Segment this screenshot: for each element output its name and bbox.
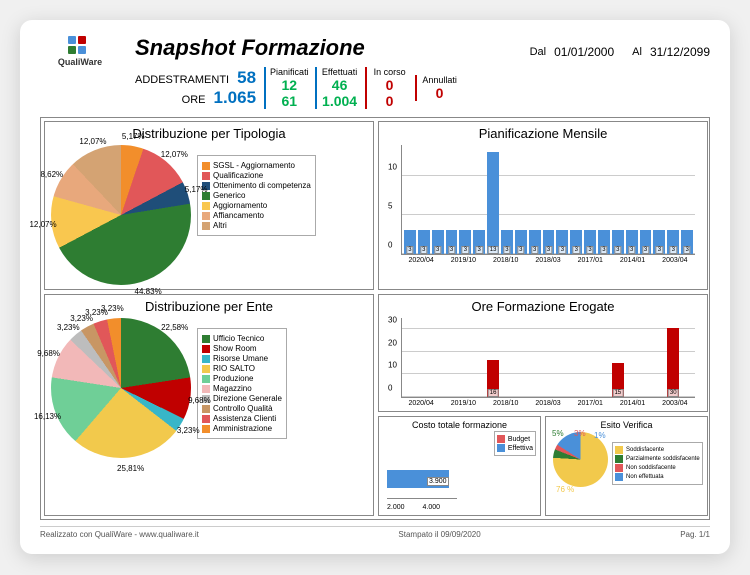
chart-mensile: 05103333331333333333333333 [401,145,695,255]
panel-mensile: Pianificazione Mensile 05103333331333333… [378,121,708,290]
stat-pianificati: Pianificati 12 61 [264,67,315,109]
charts-grid: Distribuzione per Tipologia 5,17%12,07%5… [40,117,710,520]
logo: QualiWare [40,35,120,67]
panel-tipologia: Distribuzione per Tipologia 5,17%12,07%5… [44,121,374,290]
panel-ente: Distribuzione per Ente 22,58%9,68%3,23%2… [44,294,374,516]
stat-annullati: Annullati 0 [415,75,465,101]
pie-tipologia: 5,17%12,07%5,17%44,83%12,07%8,62%12,07% [51,145,191,285]
stat-effettuati: Effettuati 46 1.004 [315,67,365,109]
panel-ore: Ore Formazione Erogate 0102030161530 202… [378,294,708,412]
date-range: Dal 01/01/2000 Al 31/12/2099 [530,45,710,59]
pie-esito [553,432,608,487]
chart-ore: 0102030161530 [401,318,695,398]
logo-icon [67,35,93,55]
legend-ente: Ufficio TecnicoShow RoomRisorse UmaneRIO… [197,328,287,439]
footer: Realizzato con QualiWare - www.qualiware… [40,526,710,539]
panel-costo: Costo totale formazione BudgetEffettiva … [378,416,541,516]
legend-tipologia: SGSL - AggiornamentoQualificazioneOtteni… [197,155,316,236]
stat-incorso: In corso 0 0 [365,67,415,109]
pie-ente: 22,58%9,68%3,23%25,81%16,13%9,68%3,23%3,… [51,318,191,458]
stats-row: ADDESTRAMENTI58 ORE1.065 Pianificati 12 … [135,67,710,109]
page-title: Snapshot Formazione [135,35,365,61]
header: QualiWare Snapshot Formazione Dal 01/01/… [40,35,710,109]
report-page: QualiWare Snapshot Formazione Dal 01/01/… [20,20,730,554]
panel-esito: Esito Verifica SoddisfacenteParzialmente… [545,416,708,516]
